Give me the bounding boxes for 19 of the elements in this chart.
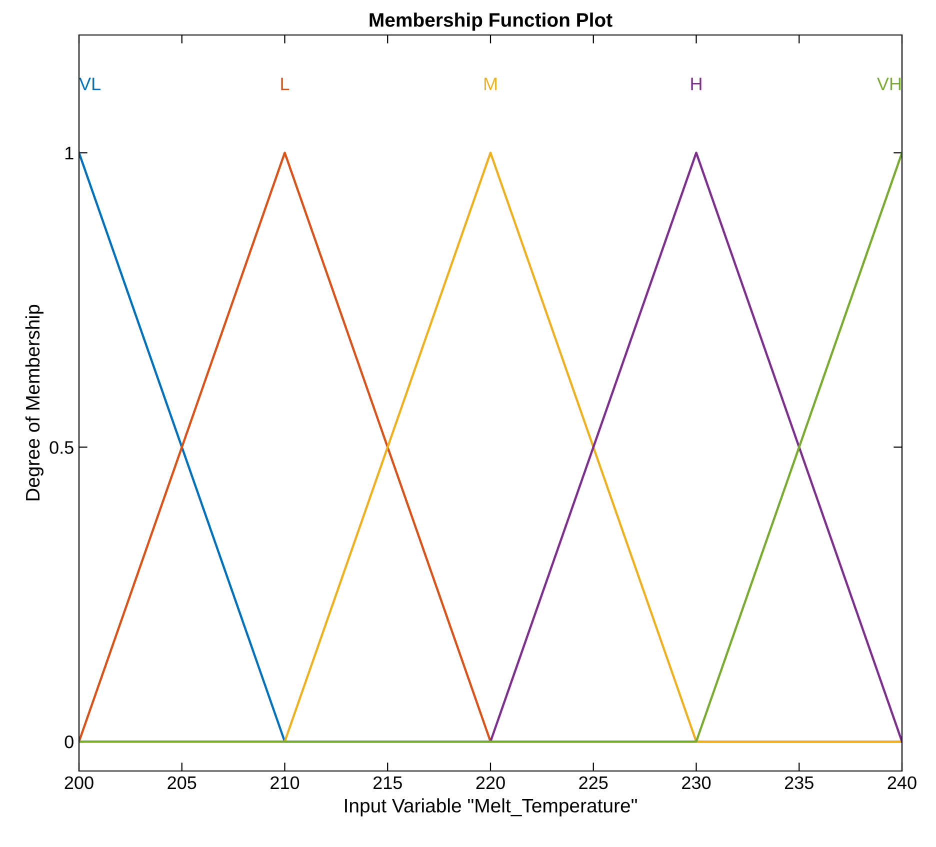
y-tick-label: 1 — [65, 146, 74, 160]
x-tick-label: 240 — [888, 776, 916, 790]
x-tick-label: 235 — [784, 776, 814, 790]
y-tick-label: 0.5 — [50, 441, 74, 454]
x-tick-label: 210 — [270, 776, 300, 790]
chart-title: Membership Function Plot — [370, 12, 612, 31]
x-tick-label: 230 — [682, 776, 711, 790]
text: VH — [876, 78, 901, 90]
y-axis-title: Degree of Membership — [25, 304, 44, 500]
y-tick-label: 0 — [64, 735, 74, 748]
x-tick-label: 215 — [373, 776, 402, 790]
x-tick-label: 205 — [168, 776, 196, 790]
text: L — [281, 78, 290, 90]
x-axis-title: Input Variable "Melt_Temperature" — [345, 798, 637, 816]
text: M — [484, 78, 497, 90]
text: H — [691, 78, 702, 90]
x-tick-label: 225 — [579, 776, 608, 790]
x-tick-label: 200 — [64, 776, 94, 790]
x-tick-label: 220 — [476, 776, 505, 790]
